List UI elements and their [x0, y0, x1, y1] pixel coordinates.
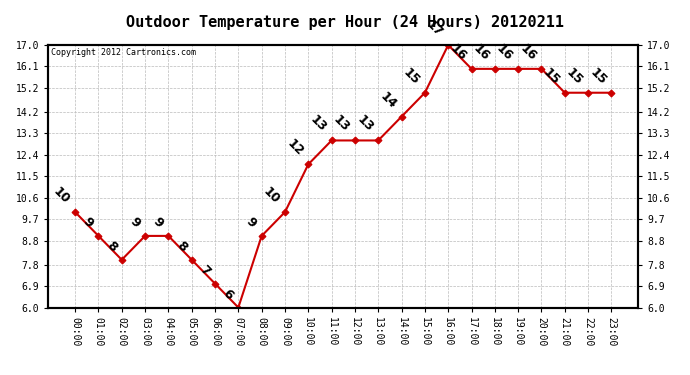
Text: 7: 7 — [197, 263, 213, 278]
Text: 12: 12 — [284, 137, 306, 159]
Text: 17: 17 — [424, 18, 446, 39]
Text: 9: 9 — [80, 215, 96, 230]
Text: 13: 13 — [354, 113, 375, 135]
Text: 15: 15 — [564, 66, 585, 87]
Text: 16: 16 — [518, 42, 539, 63]
Text: 9: 9 — [150, 215, 166, 230]
Text: 13: 13 — [331, 113, 352, 135]
Text: 9: 9 — [244, 215, 259, 230]
Text: Copyright 2012 Cartronics.com: Copyright 2012 Cartronics.com — [51, 48, 196, 57]
Text: 16: 16 — [471, 42, 492, 63]
Text: 16: 16 — [447, 42, 469, 63]
Text: 10: 10 — [261, 185, 282, 207]
Text: 16: 16 — [494, 42, 515, 63]
Text: 15: 15 — [400, 66, 422, 87]
Text: 8: 8 — [104, 239, 119, 254]
Text: 14: 14 — [377, 90, 399, 111]
Text: Outdoor Temperature per Hour (24 Hours) 20120211: Outdoor Temperature per Hour (24 Hours) … — [126, 15, 564, 30]
Text: 13: 13 — [307, 113, 329, 135]
Text: 10: 10 — [51, 185, 72, 207]
Text: 9: 9 — [127, 215, 142, 230]
Text: 6: 6 — [220, 286, 235, 302]
Text: 15: 15 — [540, 66, 562, 87]
Text: 8: 8 — [174, 239, 189, 254]
Text: 15: 15 — [587, 66, 609, 87]
